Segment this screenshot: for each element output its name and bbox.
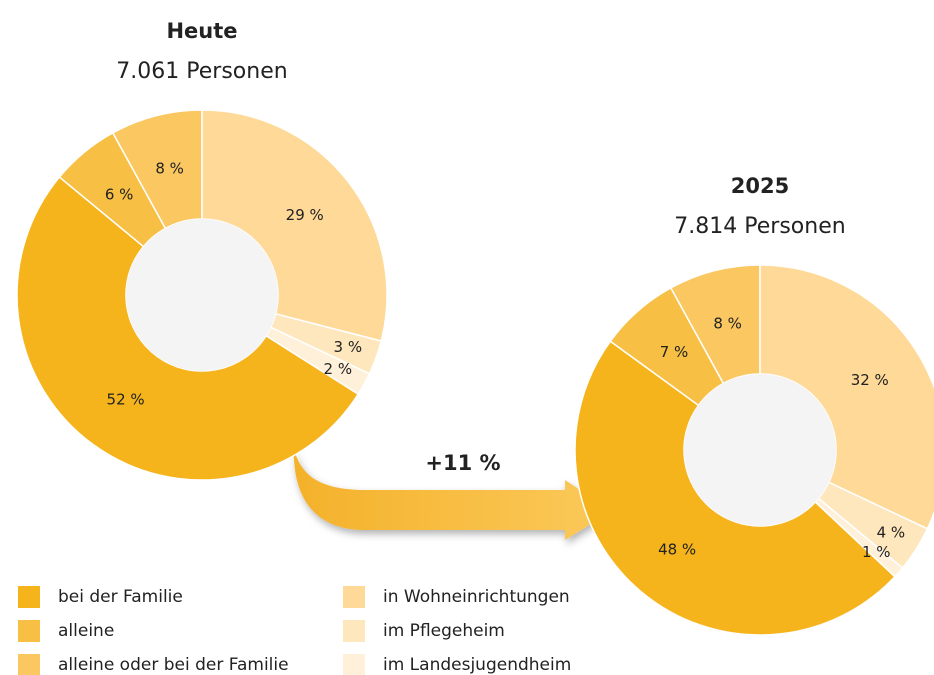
legend-swatch [18, 586, 40, 608]
donut-hole [684, 374, 836, 526]
chart-title: 2025 [731, 174, 789, 198]
chart-subtitle: 7.061 Personen [116, 59, 287, 84]
legend-swatch [343, 654, 365, 675]
value-label: 1 % [862, 543, 891, 561]
value-label: 8 % [155, 160, 184, 178]
legend-label: alleine oder bei der Familie [58, 655, 289, 675]
value-label: 4 % [877, 524, 906, 542]
chart-subtitle: 7.814 Personen [674, 214, 845, 239]
annotation: +11 % [425, 451, 500, 475]
legend-label: alleine [58, 621, 114, 641]
arrow [290, 420, 612, 540]
legend-label: bei der Familie [58, 587, 183, 607]
legend-label: im Landesjugendheim [383, 655, 571, 675]
value-label: 48 % [658, 541, 696, 559]
legend-swatch [343, 586, 365, 608]
value-label: 3 % [334, 338, 363, 356]
value-label: 29 % [286, 206, 324, 224]
value-label: 7 % [660, 343, 689, 361]
legend-swatch [18, 620, 40, 642]
legend-swatch [343, 620, 365, 642]
chart-title: Heute [166, 19, 237, 43]
value-label: 52 % [107, 391, 145, 409]
value-label: 8 % [713, 315, 742, 333]
value-label: 2 % [324, 360, 353, 378]
value-label: 32 % [851, 371, 889, 389]
value-label: 6 % [105, 185, 134, 203]
donut-hole [126, 219, 278, 371]
legend-swatch [18, 654, 40, 675]
legend-label: im Pflegeheim [383, 621, 505, 641]
legend-label: in Wohneinrichtungen [383, 587, 570, 607]
